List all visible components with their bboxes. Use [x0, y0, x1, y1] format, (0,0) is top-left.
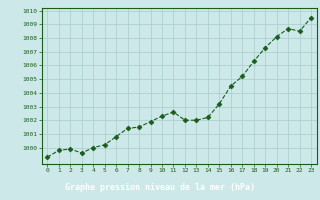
Text: Graphe pression niveau de la mer (hPa): Graphe pression niveau de la mer (hPa) [65, 182, 255, 192]
